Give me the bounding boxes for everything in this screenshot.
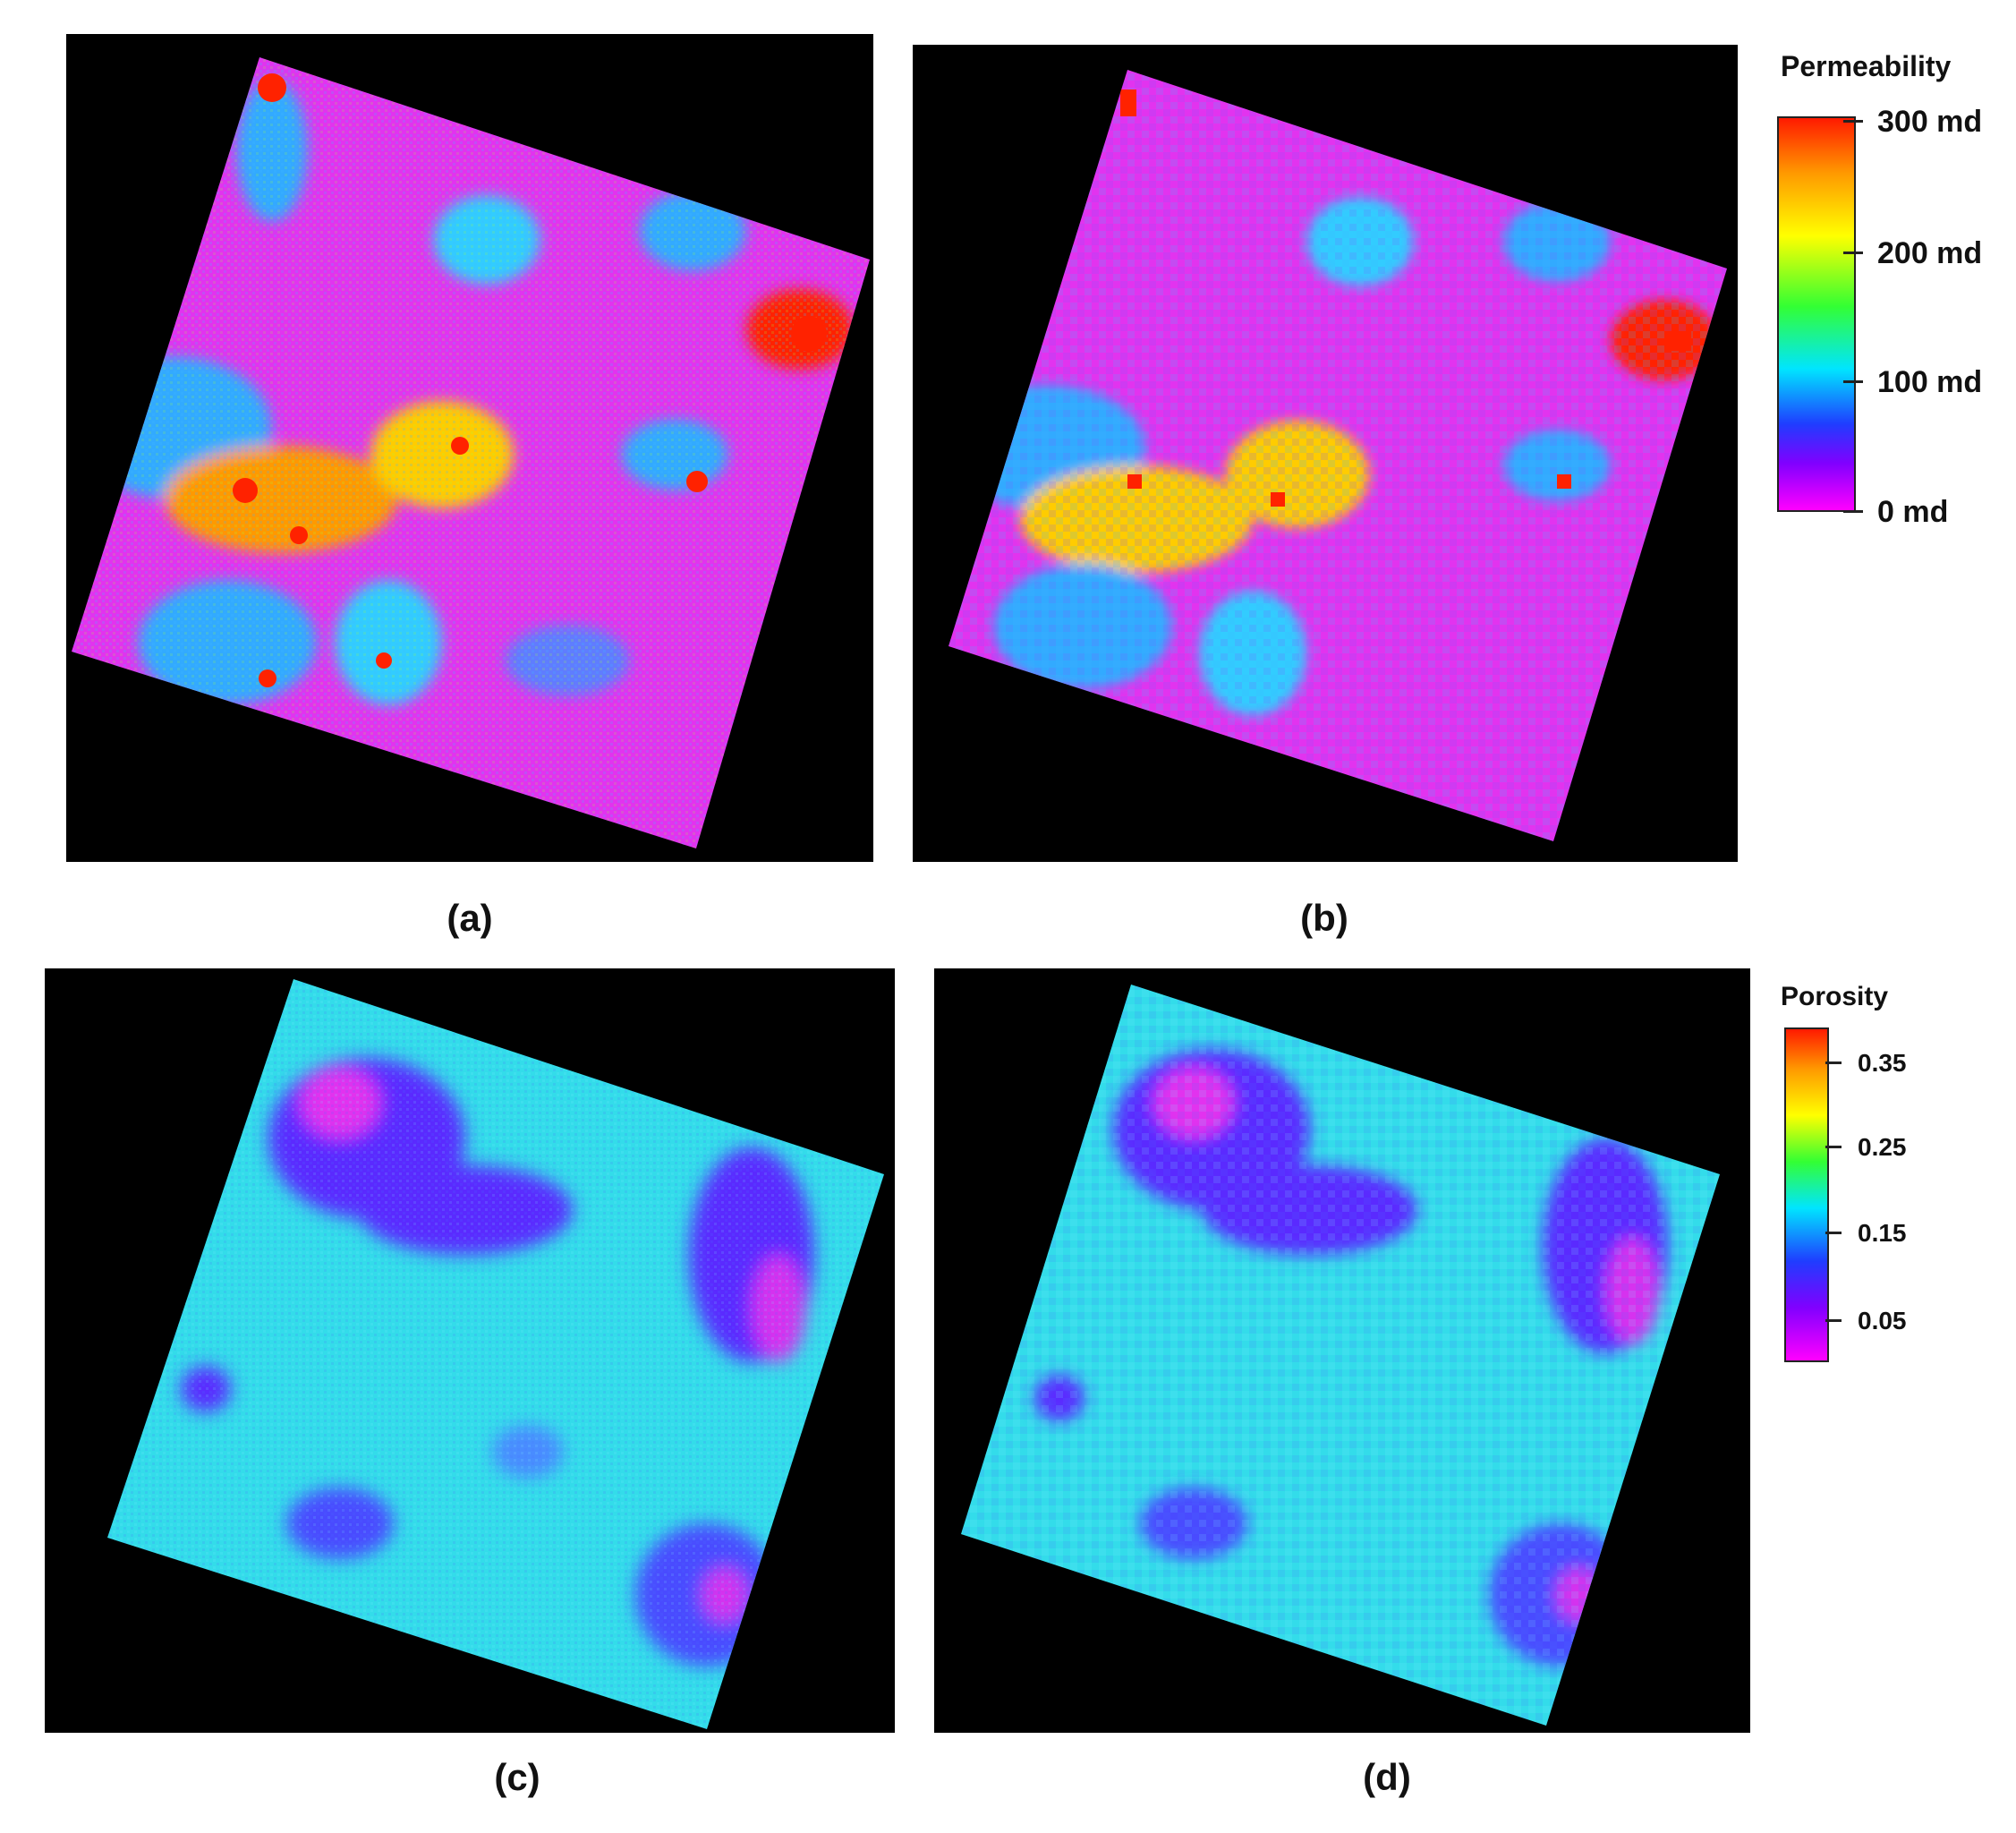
permeability-tick-100	[1843, 380, 1863, 383]
porosity-legend-title: Porosity	[1781, 982, 1889, 1011]
permeability-legend-title: Permeability	[1781, 50, 1952, 82]
panel-c-image	[45, 968, 895, 1733]
porosity-tick-035	[1825, 1061, 1842, 1064]
permeability-tick-label-100: 100 md	[1877, 365, 1983, 399]
permeability-tick-200	[1843, 252, 1863, 254]
permeability-colorbar	[1777, 116, 1856, 512]
permeability-tick-300	[1843, 120, 1863, 123]
permeability-fine-map	[72, 57, 870, 848]
panel-label-a: (a)	[447, 897, 493, 939]
porosity-tick-005	[1825, 1319, 1842, 1322]
porosity-tick-015	[1825, 1232, 1842, 1234]
permeability-tick-label-0: 0 md	[1877, 495, 1949, 529]
porosity-coarse-map	[961, 985, 1720, 1726]
porosity-tick-label-035: 0.35	[1858, 1049, 1907, 1077]
porosity-tick-025	[1825, 1146, 1842, 1148]
panel-b-image	[913, 45, 1738, 862]
porosity-tick-label-015: 0.15	[1858, 1219, 1907, 1247]
permeability-tick-label-300: 300 md	[1877, 105, 1983, 139]
panel-d-image	[934, 968, 1750, 1733]
permeability-coarse-map	[948, 70, 1727, 841]
porosity-colorbar	[1784, 1027, 1829, 1362]
panel-label-c: (c)	[494, 1756, 540, 1798]
panel-a-image	[66, 34, 873, 862]
porosity-tick-label-025: 0.25	[1858, 1133, 1907, 1161]
porosity-fine-map	[107, 979, 884, 1729]
permeability-tick-label-200: 200 md	[1877, 236, 1983, 270]
permeability-tick-0	[1843, 510, 1863, 513]
panel-label-d: (d)	[1363, 1756, 1411, 1798]
porosity-tick-label-005: 0.05	[1858, 1307, 1907, 1334]
panel-label-b: (b)	[1300, 897, 1348, 939]
